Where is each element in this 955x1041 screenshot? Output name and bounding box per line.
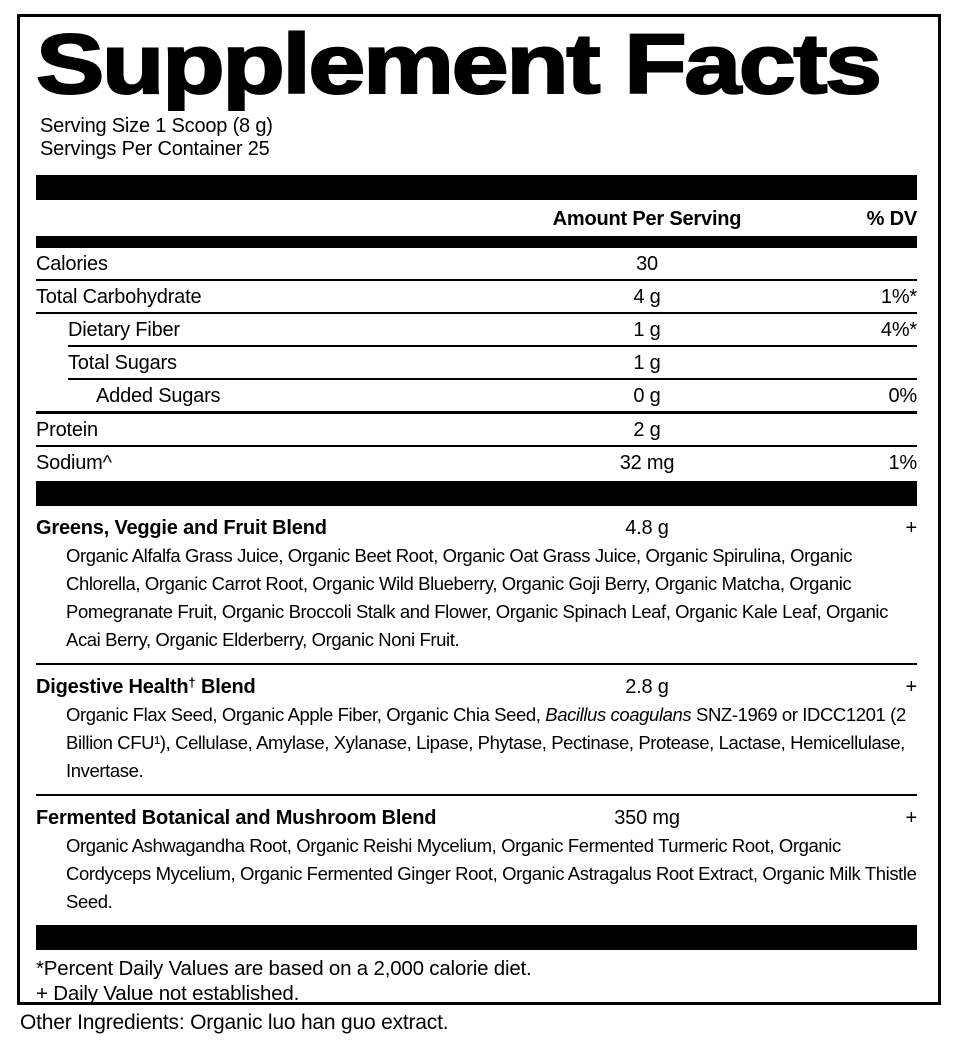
nutrient-dv: 1%* bbox=[880, 286, 917, 308]
footnotes: *Percent Daily Values are based on a 2,0… bbox=[36, 950, 917, 1006]
nutrient-amount: 2 g bbox=[633, 419, 661, 441]
ingredients-text: Organic Alfalfa Grass Juice, Organic Bee… bbox=[66, 545, 888, 650]
section-divider bbox=[36, 794, 917, 796]
servings-per-container-line: Servings Per Container 25 bbox=[40, 138, 270, 160]
nutrient-dv: 1% bbox=[888, 452, 917, 474]
row-divider bbox=[36, 312, 917, 314]
blend-ingredients-digestive: Organic Flax Seed, Organic Apple Fiber, … bbox=[66, 701, 917, 794]
blend-name-superscript: † bbox=[188, 675, 196, 690]
blend-amount: 350 mg bbox=[614, 807, 680, 829]
blend-dv: + bbox=[905, 807, 918, 829]
row-divider bbox=[36, 445, 917, 447]
thick-divider-bar bbox=[36, 925, 917, 950]
blend-header-fermented: Fermented Botanical and Mushroom Blend 3… bbox=[36, 796, 917, 832]
panel-title: Supplement Facts bbox=[35, 17, 883, 111]
nutrient-name: Calories bbox=[36, 253, 108, 275]
percent-dv-header: % DV bbox=[866, 208, 918, 230]
serving-info: Serving Size 1 Scoop (8 g) Servings Per … bbox=[40, 115, 917, 161]
nutrient-row-calories: Calories 30 bbox=[36, 248, 917, 279]
blend-dv: + bbox=[905, 676, 918, 698]
nutrient-name: Added Sugars bbox=[96, 385, 221, 407]
row-divider bbox=[36, 279, 917, 281]
nutrient-row-total-carbohydrate: Total Carbohydrate 4 g 1%* bbox=[36, 281, 917, 312]
nutrient-name: Protein bbox=[36, 419, 98, 441]
row-divider-thick bbox=[36, 411, 917, 414]
nutrient-dv: 4%* bbox=[880, 319, 917, 341]
nutrient-name: Dietary Fiber bbox=[68, 319, 180, 341]
thick-divider-bar bbox=[36, 175, 917, 200]
blend-dv: + bbox=[905, 517, 918, 539]
blend-header-greens: Greens, Veggie and Fruit Blend 4.8 g + bbox=[36, 506, 917, 542]
supplement-facts-panel: Supplement Facts Serving Size 1 Scoop (8… bbox=[17, 14, 941, 1005]
amount-per-serving-header: Amount Per Serving bbox=[552, 208, 742, 230]
blend-ingredients-fermented: Organic Ashwagandha Root, Organic Reishi… bbox=[66, 832, 917, 925]
blend-ingredients-greens: Organic Alfalfa Grass Juice, Organic Bee… bbox=[66, 542, 917, 663]
blend-name: Digestive Health† Blend bbox=[36, 671, 547, 699]
nutrient-name: Total Carbohydrate bbox=[36, 286, 202, 308]
blend-header-digestive: Digestive Health† Blend 2.8 g + bbox=[36, 665, 917, 701]
nutrient-amount: 32 mg bbox=[619, 452, 675, 474]
nutrient-name: Total Sugars bbox=[68, 352, 177, 374]
nutrient-row-added-sugars: Added Sugars 0 g 0% bbox=[36, 380, 917, 411]
nutrient-row-dietary-fiber: Dietary Fiber 1 g 4%* bbox=[36, 314, 917, 345]
nutrient-amount: 1 g bbox=[633, 319, 661, 341]
daily-value-footnote: + Daily Value not established. bbox=[36, 982, 300, 1005]
blend-amount: 2.8 g bbox=[625, 676, 669, 698]
nutrient-dv: 0% bbox=[888, 385, 917, 407]
ingredients-text: Organic Flax Seed, Organic Apple Fiber, … bbox=[66, 704, 546, 725]
blend-name-text: Digestive Health bbox=[36, 676, 189, 698]
ingredients-text: Organic Ashwagandha Root, Organic Reishi… bbox=[66, 835, 917, 912]
blend-name: Greens, Veggie and Fruit Blend bbox=[36, 512, 547, 540]
row-divider bbox=[68, 378, 917, 380]
section-divider bbox=[36, 663, 917, 665]
ingredients-italic-text: Bacillus coagulans bbox=[545, 704, 692, 725]
blend-amount: 4.8 g bbox=[625, 517, 669, 539]
blend-name: Fermented Botanical and Mushroom Blend bbox=[36, 802, 547, 830]
nutrient-row-sodium: Sodium^ 32 mg 1% bbox=[36, 447, 917, 478]
nutrient-amount: 1 g bbox=[633, 352, 661, 374]
thin-divider-bar bbox=[36, 236, 917, 248]
nutrient-row-total-sugars: Total Sugars 1 g bbox=[36, 347, 917, 378]
serving-size-line: Serving Size 1 Scoop (8 g) bbox=[40, 115, 273, 137]
nutrient-row-protein: Protein 2 g bbox=[36, 414, 917, 445]
blend-name-text: Fermented Botanical and Mushroom Blend bbox=[36, 807, 437, 829]
blend-name-suffix: Blend bbox=[195, 676, 256, 698]
table-header-row: Amount Per Serving % DV bbox=[36, 200, 918, 236]
other-ingredients-line: Other Ingredients: Organic luo han guo e… bbox=[20, 1011, 449, 1034]
nutrient-name: Sodium^ bbox=[36, 452, 112, 474]
thick-divider-bar bbox=[36, 481, 917, 506]
row-divider bbox=[68, 345, 917, 347]
percent-dv-footnote: *Percent Daily Values are based on a 2,0… bbox=[36, 957, 532, 980]
blend-name-text: Greens, Veggie and Fruit Blend bbox=[36, 517, 327, 539]
ingredients-text: SNZ-1969 or IDCC1201 (2 Billion CFU¹), C… bbox=[66, 704, 906, 781]
nutrient-amount: 30 bbox=[636, 253, 658, 275]
nutrient-amount: 0 g bbox=[633, 385, 661, 407]
nutrient-amount: 4 g bbox=[633, 286, 661, 308]
